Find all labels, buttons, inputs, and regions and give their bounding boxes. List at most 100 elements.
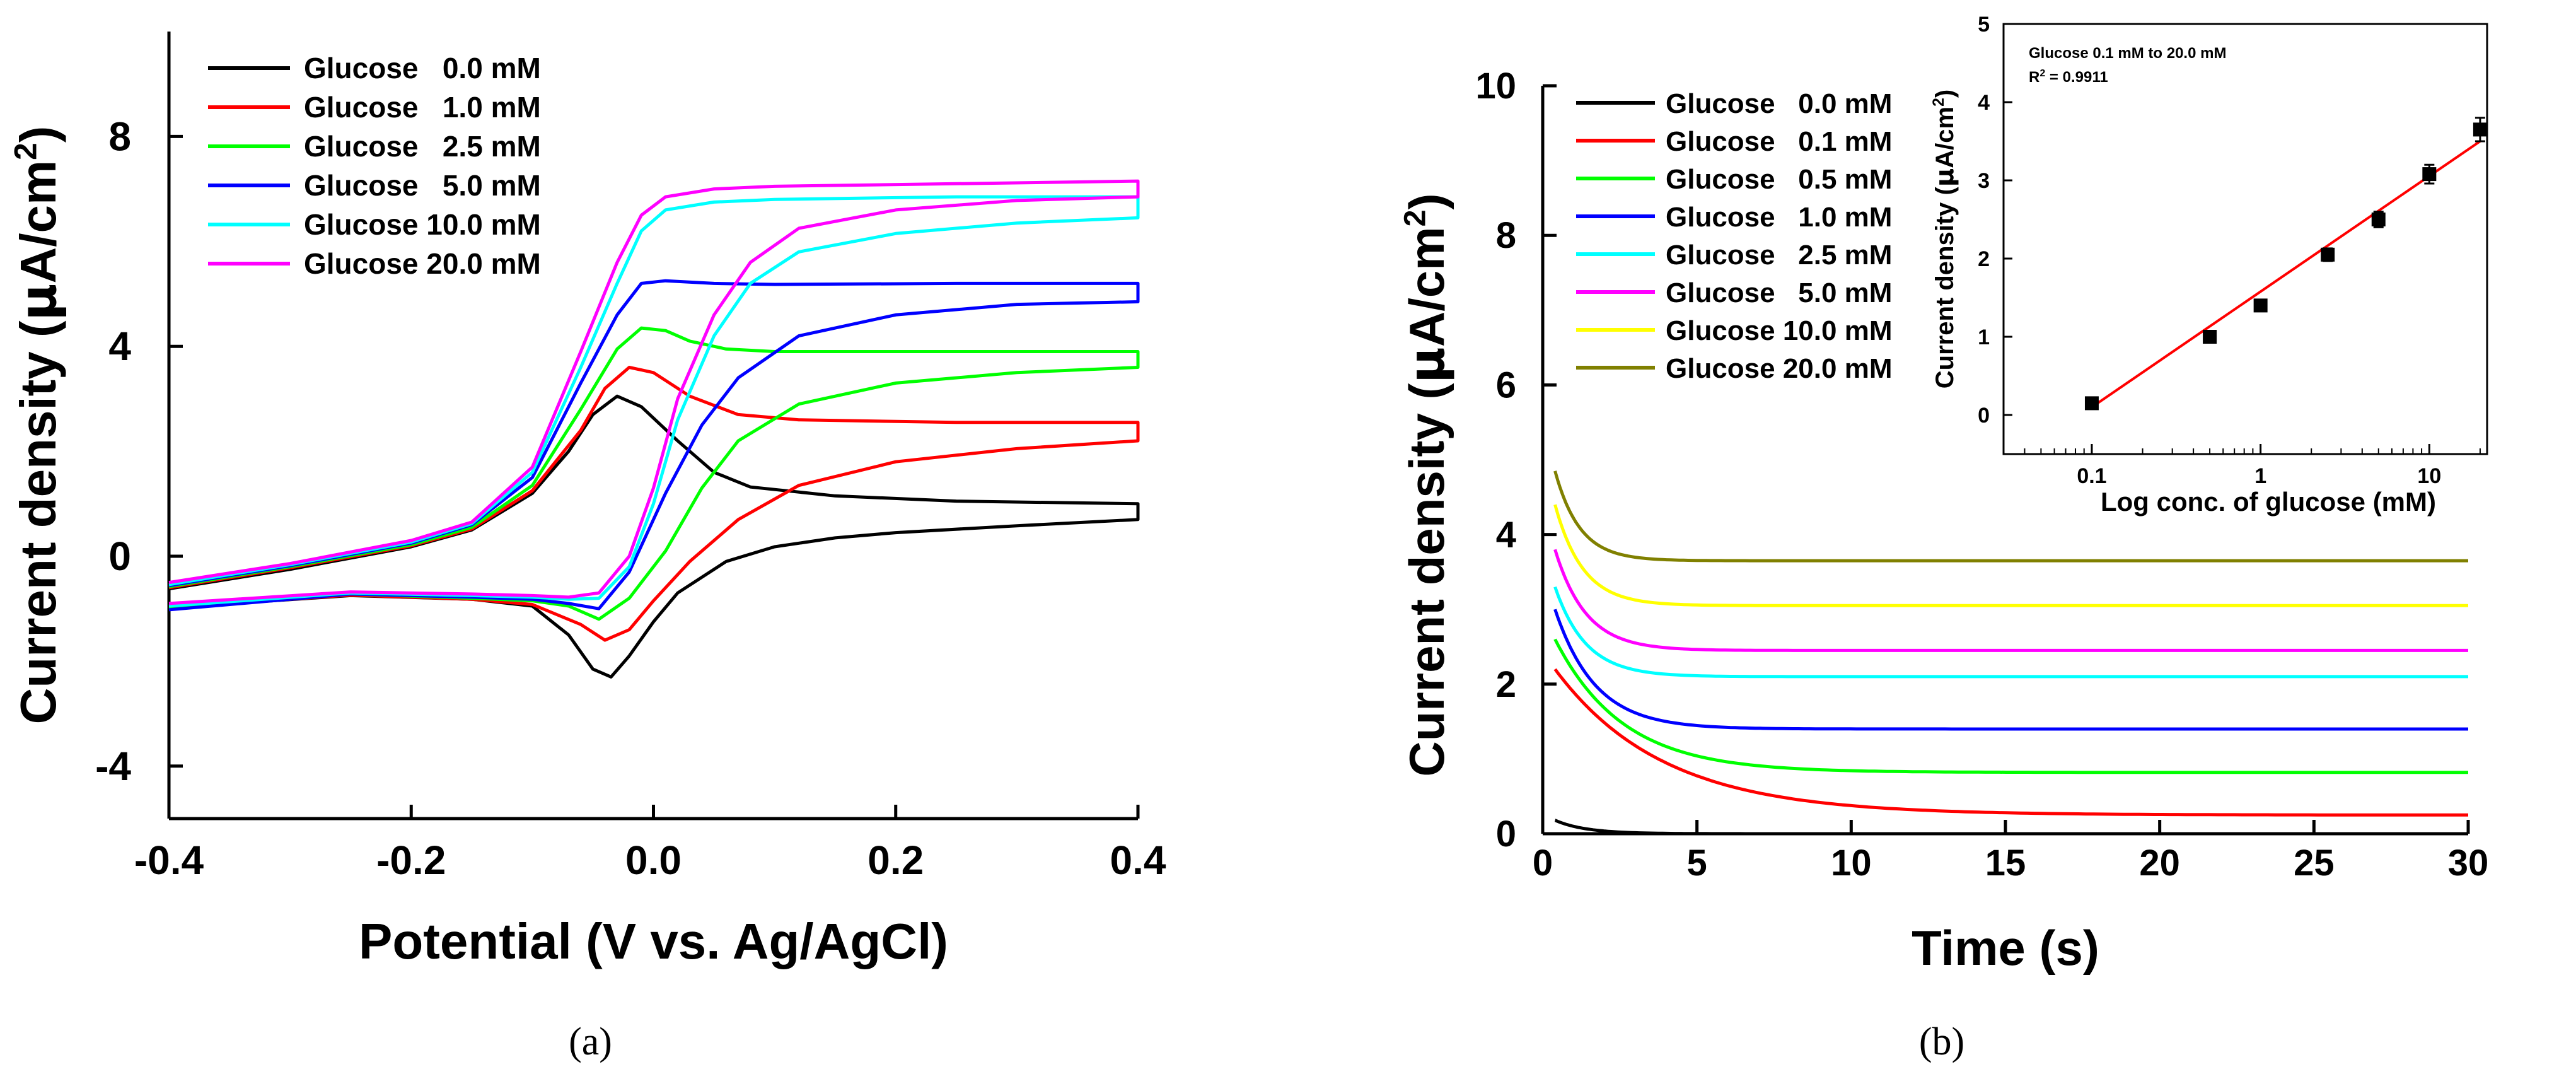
panel-b-x-tick-label: 20	[2139, 843, 2180, 884]
panel-b-series-line-4	[1553, 586, 2468, 679]
inset-y-tick-label: 0	[1978, 404, 1990, 428]
panel-a-y-axis-label-sup: 2	[8, 143, 44, 160]
inset-y-axis-label-close: )	[1931, 90, 1959, 98]
panel-a-y-axis-label-mu: µ	[9, 283, 67, 320]
panel-b-label: (b)	[1919, 1020, 1964, 1063]
panel-a-legend-label-1: Glucose 1.0 mM	[304, 91, 541, 124]
inset-data-point-4	[2371, 213, 2386, 226]
panel-b-x-axis-label: Time (s)	[1912, 920, 2099, 976]
panel-a-legend-label-4: Glucose 10.0 mM	[304, 208, 541, 241]
inset-y-tick-label: 3	[1978, 169, 1990, 193]
panel-a-legend-label-3: Glucose 5.0 mM	[304, 169, 541, 202]
panel-b-y-axis-label-mu: µ	[1399, 347, 1456, 383]
panel-b-x-tick-label: 10	[1831, 843, 1872, 884]
panel-b-legend-label-2: Glucose 0.5 mM	[1666, 164, 1892, 195]
panel-a-y-tick-label: -4	[95, 744, 131, 789]
panel-a-series-line-1	[168, 366, 1140, 642]
panel-a-y-axis-label: Current density (µA/cm2)	[8, 126, 67, 725]
inset-y-axis-label-text: Current density (	[1931, 186, 1959, 388]
inset-r2-rest: = 0.9911	[2045, 69, 2108, 86]
inset-x-axis-label: Log conc. of glucose (mM)	[2101, 487, 2436, 517]
inset-y-axis-label-sup: 2	[1930, 98, 1947, 107]
panel-b-x-tick-label: 25	[2294, 843, 2335, 884]
inset-data-point-6	[2473, 122, 2487, 137]
panel-b-series-line-6	[1553, 504, 2468, 607]
inset-annotation: Glucose 0.1 mM to 20.0 mM	[2029, 45, 2226, 62]
panel-b-y-tick-label: 4	[1496, 515, 1516, 556]
inset-r2-label: R2 = 0.9911	[2029, 68, 2108, 86]
panel-a-series-line-5	[168, 179, 1140, 605]
inset-data-point-5	[2422, 167, 2437, 182]
inset-y-axis-label-mu: µ	[1930, 168, 1959, 187]
panel-b-legend-label-7: Glucose 20.0 mM	[1666, 353, 1892, 384]
inset-r2-sup: 2	[2039, 68, 2045, 79]
panel-b-y-tick-label: 0	[1496, 814, 1516, 855]
inset-y-tick-label: 4	[1978, 91, 1990, 115]
panel-b-x-tick-label: 5	[1687, 843, 1707, 884]
panel-b-y-tick-label: 2	[1496, 664, 1516, 705]
panel-b-y-tick-label: 6	[1496, 365, 1516, 406]
panel-a-chart: -0.4 -0.2 0.0 0.2 0.4 -4 0 4 8 Potential (V vs. A…	[8, 32, 1166, 1063]
inset-frame	[2002, 23, 2488, 455]
panel-b-series-line-7	[1553, 470, 2468, 563]
panel-a-x-tick-label: -0.4	[134, 838, 204, 883]
panel-b-series-line-0	[1553, 819, 2468, 836]
panel-a-y-axis-label-unit: A/cm	[10, 160, 66, 284]
panel-b-series-line-3	[1553, 609, 2468, 731]
inset-data-point-3	[2321, 247, 2335, 262]
panel-b-legend-label-1: Glucose 0.1 mM	[1666, 126, 1892, 157]
panel-b-y-tick-label: 10	[1475, 66, 1516, 107]
panel-a-x-axis-label: Potential (V vs. Ag/AgCl)	[359, 913, 948, 969]
panel-a-x-tick-label: 0.0	[625, 838, 682, 883]
inset-y-tick-label: 1	[1978, 325, 1990, 349]
panel-a-legend-label-2: Glucose 2.5 mM	[304, 130, 541, 163]
inset-r2-r: R	[2029, 69, 2039, 86]
panel-b-legend-label-0: Glucose 0.0 mM	[1666, 88, 1892, 119]
panel-b-legend-label-5: Glucose 5.0 mM	[1666, 277, 1892, 308]
panel-a-y-axis-label-close: )	[10, 126, 66, 143]
panel-b-legend-label-6: Glucose 10.0 mM	[1666, 315, 1892, 346]
panel-a-series-line-4	[168, 195, 1140, 608]
panel-a-y-tick-label: 4	[108, 324, 131, 369]
panel-b-legend-label-3: Glucose 1.0 mM	[1666, 202, 1892, 233]
panel-a-y-axis-label-text: Current density (	[10, 320, 66, 724]
inset-x-tick-label: 10	[2417, 464, 2441, 488]
panel-b-series-line-1	[1553, 668, 2468, 817]
panel-b-y-axis-label-text: Current density (	[1399, 383, 1454, 776]
panel-b-inset-chart: 0 1 2 3 4 5 0.1 1 10 Glucose 0.1 mM to 20.0 mM R2 …	[1930, 13, 2488, 517]
panel-b-y-axis-label-unit: A/cm	[1399, 226, 1454, 347]
panel-b-x-tick-label: 15	[1985, 843, 2026, 884]
panel-a-x-tick-label: -0.2	[376, 838, 446, 883]
inset-y-tick-label: 5	[1978, 13, 1990, 37]
panel-a-legend-label-0: Glucose 0.0 mM	[304, 52, 541, 85]
panel-b-y-axis-label-close: )	[1399, 193, 1454, 209]
inset-x-tick-label: 1	[2254, 464, 2266, 488]
panel-a-y-tick-label: 0	[108, 534, 131, 579]
panel-a-x-tick-label: 0.2	[867, 838, 924, 883]
inset-data-point-1	[2203, 330, 2217, 344]
inset-y-axis-label: Current density (µA/cm2)	[1930, 90, 1959, 388]
panel-b-y-axis-label-sup: 2	[1398, 209, 1432, 226]
panel-a-legend-label-5: Glucose 20.0 mM	[304, 247, 541, 280]
inset-y-tick-label: 2	[1978, 247, 1990, 271]
panel-b-series-line-2	[1553, 638, 2468, 774]
panel-a-series-line-2	[168, 326, 1140, 621]
inset-y-axis-label-unit: A/cm	[1931, 107, 1959, 168]
panel-b-y-axis-label: Current density (µA/cm2)	[1398, 193, 1456, 776]
panel-a-series-line-3	[168, 279, 1140, 612]
panel-b-y-tick-label: 8	[1496, 215, 1516, 256]
inset-x-tick-label: 0.1	[2077, 464, 2106, 488]
panel-a-series-line-0	[168, 394, 1140, 679]
panel-a-label: (a)	[569, 1020, 612, 1063]
panel-b-x-tick-label: 30	[2448, 843, 2489, 884]
panel-a-y-tick-label: 8	[108, 114, 131, 159]
inset-data-point-2	[2253, 298, 2268, 313]
panel-b-legend-label-4: Glucose 2.5 mM	[1666, 240, 1892, 271]
inset-fit-line	[2091, 140, 2481, 409]
panel-a-x-tick-label: 0.4	[1110, 838, 1166, 883]
panel-b-series-line-5	[1553, 549, 2468, 652]
panel-b-x-tick-label: 0	[1533, 843, 1553, 884]
inset-data-point-0	[2084, 396, 2099, 411]
